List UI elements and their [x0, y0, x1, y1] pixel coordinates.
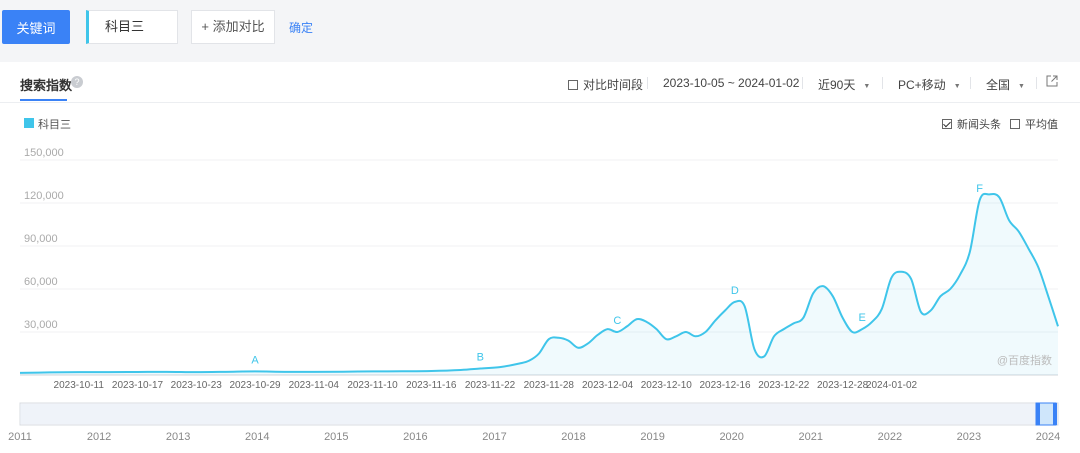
compare-period-label: 对比时间段 — [583, 78, 644, 92]
overview-year-label: 2024 — [1036, 431, 1060, 443]
compare-period-toggle[interactable]: 对比时间段 — [568, 76, 643, 93]
annotation-f[interactable]: F — [976, 183, 983, 195]
overview-year-label: 2023 — [957, 431, 981, 443]
legend-label: 科目三 — [38, 119, 71, 131]
x-tick-label: 2023-12-16 — [699, 380, 751, 391]
external-link-icon[interactable] — [1046, 75, 1058, 87]
legend-swatch — [24, 118, 34, 128]
divider — [647, 77, 648, 89]
overview-year-label: 2018 — [561, 431, 585, 443]
x-tick-label: 2023-11-22 — [465, 380, 516, 391]
divider — [882, 77, 883, 89]
overview-year-label: 2017 — [482, 431, 506, 443]
caret-down-icon: ▼ — [863, 83, 871, 90]
y-axis: 30,000 60,000 90,000 120,000 150,000 — [24, 147, 64, 331]
average-toggle[interactable]: 平均值 — [1010, 116, 1058, 132]
news-annotations: A B C D E F — [251, 183, 983, 366]
overview-year-label: 2021 — [799, 431, 823, 443]
series-area — [20, 193, 1058, 375]
overview-year-label: 2014 — [245, 431, 269, 443]
x-tick-label: 2023-11-04 — [289, 380, 340, 391]
divider — [802, 77, 803, 89]
caret-down-icon: ▼ — [1018, 83, 1025, 90]
x-tick-label: 2023-12-04 — [582, 380, 634, 391]
period-select[interactable]: 近90天 ▼ — [818, 76, 870, 93]
checkbox-checked-icon — [942, 119, 952, 129]
keyword-bar: 关键词 科目三 + 添加对比 确定 — [0, 0, 1080, 60]
checkbox-icon — [1010, 119, 1020, 129]
x-axis: 2023-10-11 2023-10-17 2023-10-23 2023-10-29… — [54, 380, 918, 391]
overview-year-label: 2016 — [403, 431, 427, 443]
x-tick-label: 2023-10-29 — [229, 380, 281, 391]
add-compare-button[interactable]: + 添加对比 — [191, 10, 275, 44]
y-tick-label: 30,000 — [24, 319, 58, 331]
x-tick-label: 2023-10-11 — [54, 380, 105, 391]
y-tick-label: 150,000 — [24, 147, 64, 159]
overview-selection — [20, 404, 1058, 424]
x-tick-label: 2024-01-02 — [866, 380, 918, 391]
y-tick-label: 90,000 — [24, 233, 58, 245]
overview-year-label: 2019 — [640, 431, 664, 443]
device-select[interactable]: PC+移动 ▼ — [898, 76, 961, 93]
news-headlines-label: 新闻头条 — [957, 119, 1001, 131]
x-tick-label: 2023-11-28 — [524, 380, 575, 391]
date-range-picker[interactable]: 2023-10-05 ~ 2024-01-02 — [663, 76, 800, 90]
tab-active-underline — [20, 99, 67, 101]
divider — [970, 77, 971, 89]
annotation-e[interactable]: E — [858, 312, 865, 324]
overview-handle-left[interactable] — [1036, 403, 1040, 425]
series-line — [19, 192, 1059, 374]
divider — [1036, 77, 1037, 89]
annotation-a[interactable]: A — [251, 354, 259, 366]
watermark: @百度指数 — [997, 353, 1052, 367]
overview-year-label: 2012 — [87, 431, 111, 443]
news-headlines-toggle[interactable]: 新闻头条 — [942, 116, 1001, 132]
caret-down-icon: ▼ — [953, 83, 961, 90]
x-tick-label: 2023-10-23 — [171, 380, 223, 391]
x-tick-label: 2023-10-17 — [112, 380, 164, 391]
annotation-b[interactable]: B — [477, 352, 484, 364]
overview-year-label: 2013 — [166, 431, 190, 443]
checkbox-icon — [568, 80, 578, 90]
tab-search-index[interactable]: 搜索指数 — [20, 78, 73, 93]
keyword-input[interactable]: 科目三 — [86, 10, 178, 44]
overview-year-label: 2015 — [324, 431, 348, 443]
device-select-value: PC+移动 — [898, 78, 946, 92]
help-icon[interactable]: ? — [71, 76, 83, 88]
x-tick-label: 2023-12-22 — [758, 380, 810, 391]
annotation-d[interactable]: D — [731, 285, 739, 297]
average-label: 平均值 — [1025, 119, 1058, 131]
confirm-link[interactable]: 确定 — [289, 21, 314, 35]
y-tick-label: 60,000 — [24, 276, 58, 288]
panel-toolbar: 搜索指数 ? 对比时间段 2023-10-05 ~ 2024-01-02 近90… — [0, 62, 1080, 103]
x-tick-label: 2023-12-28 — [817, 380, 869, 391]
x-tick-label: 2023-12-10 — [641, 380, 693, 391]
x-tick-label: 2023-11-10 — [347, 380, 398, 391]
period-select-value: 近90天 — [818, 78, 856, 92]
search-index-panel: 搜索指数 ? 对比时间段 2023-10-05 ~ 2024-01-02 近90… — [0, 62, 1080, 453]
overview-year-label: 2011 — [8, 431, 32, 443]
overview-year-axis: 2011 2012 2013 2014 2015 2016 2017 2018 2019 2020… — [8, 431, 1060, 443]
y-tick-label: 120,000 — [24, 190, 64, 202]
region-select-value: 全国 — [986, 78, 1011, 92]
region-select[interactable]: 全国 ▼ — [986, 76, 1025, 93]
overview-year-label: 2020 — [719, 431, 743, 443]
x-tick-label: 2023-11-16 — [406, 380, 457, 391]
chart-grid — [20, 159, 1058, 376]
annotation-c[interactable]: C — [613, 315, 621, 327]
keyword-button[interactable]: 关键词 — [2, 10, 70, 44]
overview-year-label: 2022 — [878, 431, 902, 443]
overview-handle-right[interactable] — [1053, 403, 1057, 425]
